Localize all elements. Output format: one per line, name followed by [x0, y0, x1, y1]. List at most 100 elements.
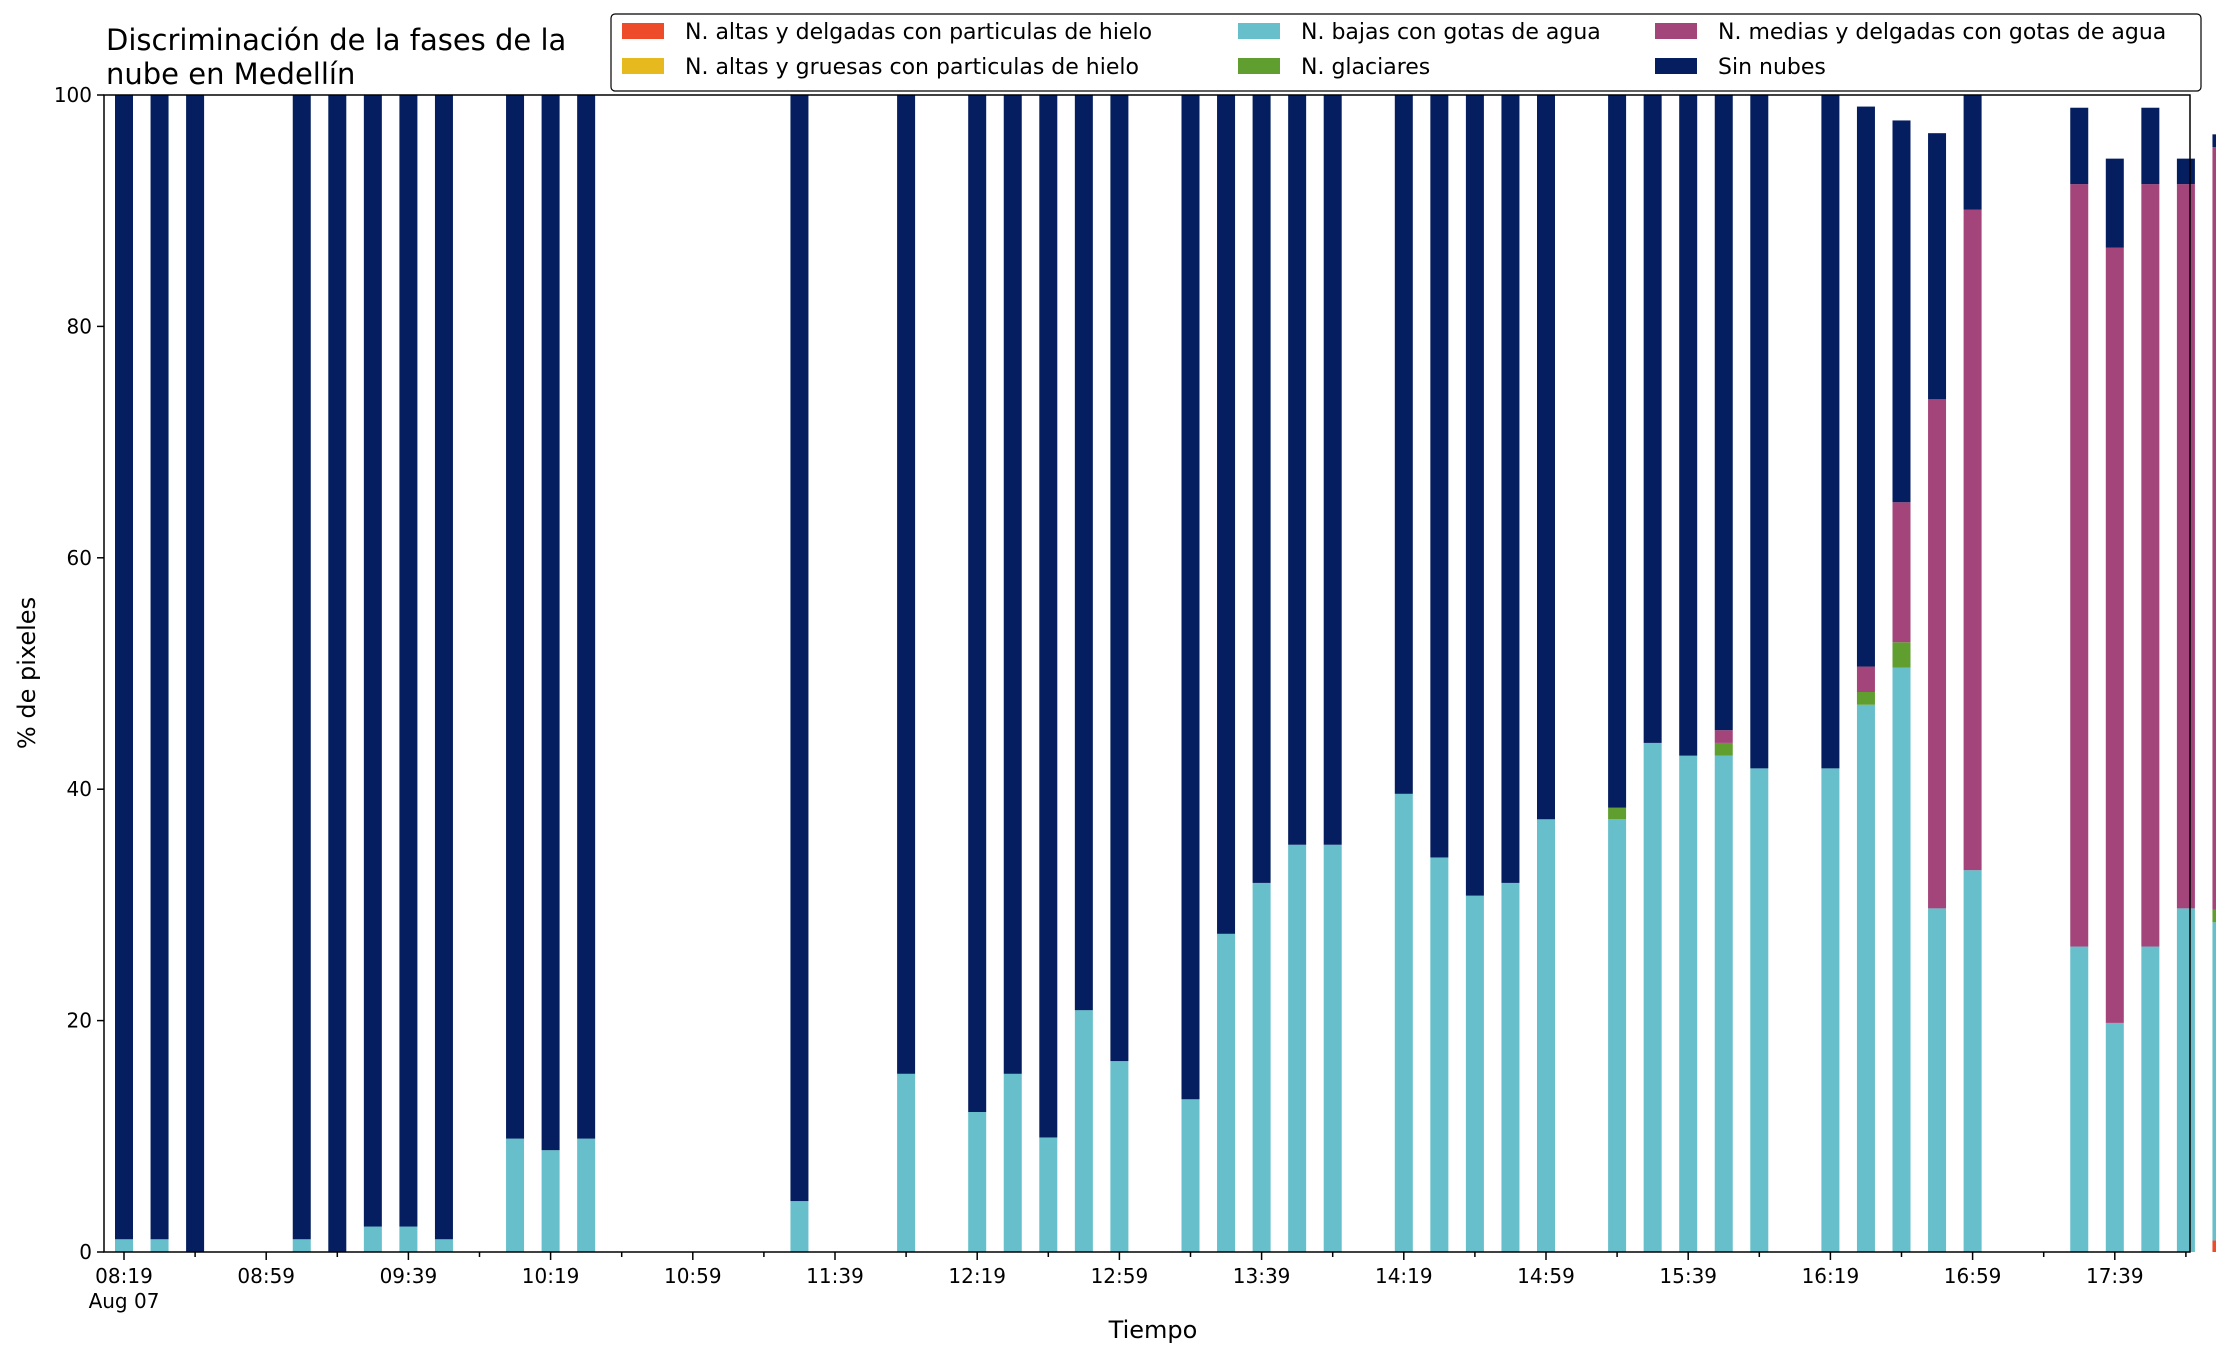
legend-swatch [622, 58, 664, 74]
bar-segment-s5-t38 [1465, 95, 1484, 896]
bar-segment-s4-t56 [2105, 247, 2124, 1023]
bar-segment-s2-t22 [897, 1073, 916, 1252]
x-tick-label: 16:19 [1802, 1264, 1860, 1288]
x-tick-label: 09:39 [380, 1264, 438, 1288]
bar-segment-s2-t46 [1750, 768, 1769, 1252]
y-tick-label: 0 [79, 1240, 92, 1264]
legend-label: N. glaciares [1301, 55, 1430, 80]
bar-segment-s2-t0 [115, 1239, 133, 1252]
bar-segment-s4-t51 [1928, 399, 1947, 909]
bar-segment-s0-t59 [2212, 1240, 2216, 1252]
bar-segment-s2-t1 [150, 1239, 169, 1252]
bar-segment-s2-t24 [968, 1112, 987, 1252]
y-tick-label: 80 [67, 314, 92, 338]
bar-segment-s5-t33 [1288, 95, 1307, 845]
bar-segment-s3-t59 [2212, 909, 2216, 923]
bar-segment-s5-t27 [1074, 95, 1093, 1011]
bar-segment-s5-t34 [1323, 95, 1342, 845]
bar-segment-s4-t58 [2176, 184, 2195, 909]
x-tick-label: 10:59 [664, 1264, 722, 1288]
bar-segment-s2-t43 [1643, 742, 1662, 1252]
bar-segment-s4-t55 [2070, 184, 2089, 947]
bar-segment-s5-t39 [1501, 95, 1520, 883]
bar-segment-s5-t36 [1394, 95, 1413, 794]
bar-segment-s2-t38 [1465, 895, 1484, 1252]
bar-segment-s5-t11 [506, 95, 525, 1139]
bar-segment-s5-t9 [434, 95, 453, 1240]
bar-series-group [115, 95, 2216, 1252]
bar-segment-s2-t11 [506, 1138, 525, 1252]
legend-label: Sin nubes [1718, 55, 1826, 80]
bar-segment-s2-t12 [541, 1150, 560, 1252]
bar-segment-s3-t42 [1608, 807, 1627, 820]
bar-segment-s5-t1 [150, 95, 169, 1240]
bar-segment-s5-t8 [399, 95, 418, 1227]
legend-label: N. bajas con gotas de agua [1301, 20, 1601, 45]
bar-segment-s5-t12 [541, 95, 560, 1151]
bar-segment-s5-t46 [1750, 95, 1769, 769]
bar-segment-s4-t49 [1856, 666, 1875, 693]
legend-label: N. medias y delgadas con gotas de agua [1718, 20, 2166, 45]
bar-segment-s3-t45 [1714, 742, 1733, 756]
x-tick-label: 12:19 [948, 1264, 1006, 1288]
bar-segment-s5-t44 [1679, 95, 1698, 756]
legend-label: N. altas y gruesas con particulas de hie… [685, 55, 1139, 80]
legend-swatch [1655, 23, 1697, 39]
bar-segment-s2-t55 [2070, 946, 2089, 1252]
y-tick-label: 20 [67, 1009, 92, 1033]
bar-segment-s2-t28 [1110, 1061, 1129, 1252]
legend-swatch [1238, 58, 1280, 74]
bar-segment-s5-t59 [2212, 134, 2216, 148]
legend-label: N. altas y delgadas con particulas de hi… [685, 20, 1152, 45]
bar-segment-s5-t25 [1003, 95, 1022, 1074]
bar-segment-s5-t22 [897, 95, 916, 1074]
bar-segment-s5-t48 [1821, 95, 1840, 769]
bar-segment-s2-t31 [1217, 933, 1236, 1252]
x-tick-label: 08:19 [95, 1264, 153, 1288]
bar-segment-s2-t34 [1323, 844, 1342, 1252]
bar-segment-s2-t49 [1856, 704, 1875, 1252]
bar-segment-s5-t49 [1856, 106, 1875, 667]
x-tick-date-label: Aug 07 [89, 1289, 160, 1313]
y-tick-label: 40 [67, 777, 92, 801]
bar-segment-s2-t57 [2141, 946, 2160, 1252]
bar-segment-s2-t50 [1892, 667, 1911, 1252]
bar-segment-s5-t52 [1963, 95, 1982, 210]
x-tick-label: 15:39 [1659, 1264, 1717, 1288]
bar-segment-s2-t32 [1252, 882, 1271, 1252]
bar-segment-s4-t50 [1892, 502, 1911, 643]
bar-segment-s2-t26 [1039, 1137, 1058, 1252]
y-tick-label: 60 [67, 546, 92, 570]
bar-segment-s5-t31 [1217, 95, 1236, 934]
bar-segment-s5-t30 [1181, 95, 1200, 1100]
x-tick-label: 13:39 [1233, 1264, 1291, 1288]
plot-area-frame [103, 94, 2191, 1253]
bar-segment-s2-t8 [399, 1226, 418, 1252]
bar-segment-s3-t50 [1892, 642, 1911, 668]
bar-segment-s2-t9 [434, 1239, 453, 1252]
bar-segment-s2-t39 [1501, 882, 1520, 1252]
bar-segment-s2-t37 [1430, 857, 1449, 1252]
bar-segment-s2-t51 [1928, 908, 1947, 1252]
bar-segment-s2-t52 [1963, 870, 1982, 1252]
bar-segment-s5-t7 [363, 95, 382, 1227]
bar-segment-s2-t36 [1394, 793, 1413, 1252]
bar-segment-s5-t43 [1643, 95, 1662, 743]
x-tick-label: 16:59 [1944, 1264, 2002, 1288]
x-tick-label: 17:39 [2086, 1264, 2144, 1288]
bar-segment-s5-t55 [2070, 107, 2089, 185]
y-tick-label: 100 [54, 83, 92, 107]
bar-segment-s2-t48 [1821, 768, 1840, 1252]
x-tick-label: 14:19 [1375, 1264, 1433, 1288]
bar-segment-s5-t13 [577, 95, 596, 1139]
bar-segment-s2-t5 [292, 1239, 311, 1252]
bar-segment-s5-t51 [1928, 133, 1947, 400]
legend-swatch [1655, 58, 1697, 74]
bar-segment-s2-t30 [1181, 1099, 1200, 1252]
bar-segment-s5-t28 [1110, 95, 1129, 1062]
bar-segment-s2-t19 [790, 1201, 809, 1252]
x-axis-label: Tiempo [1108, 1316, 1198, 1344]
bar-segment-s2-t45 [1714, 755, 1733, 1252]
